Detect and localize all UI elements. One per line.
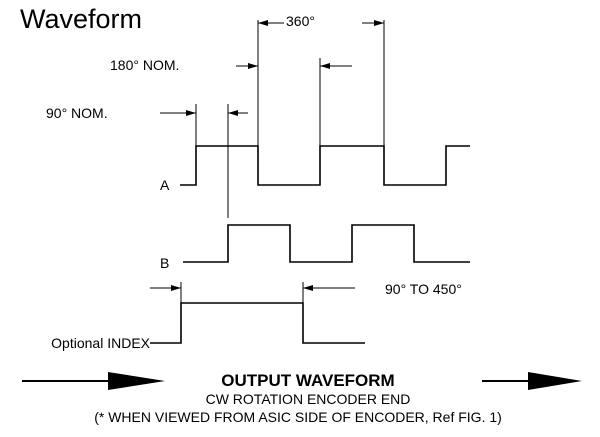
channel-b-wave <box>183 224 470 263</box>
caption-heading: OUTPUT WAVEFORM <box>221 371 394 390</box>
caption-line2: (* WHEN VIEWED FROM ASIC SIDE OF ENCODER… <box>94 409 502 425</box>
caption-line1: CW ROTATION ENCODER END <box>206 391 411 407</box>
period-label: 360° <box>286 13 315 29</box>
extension-lines <box>180 20 385 303</box>
channel-b-label: B <box>160 255 169 271</box>
index-wave <box>150 302 365 344</box>
left-arrow-head <box>108 372 165 390</box>
index-width-label: 90° TO 450° <box>385 281 462 297</box>
right-arrow-head <box>528 372 582 390</box>
channel-a-wave <box>180 145 470 186</box>
channel-a-label: A <box>160 177 170 193</box>
quarter-label: 90° NOM. <box>46 105 108 121</box>
title: Waveform <box>20 4 142 34</box>
dimension-arrows <box>150 20 384 291</box>
index-label: Optional INDEX <box>51 335 150 351</box>
half-label: 180° NOM. <box>110 57 179 73</box>
